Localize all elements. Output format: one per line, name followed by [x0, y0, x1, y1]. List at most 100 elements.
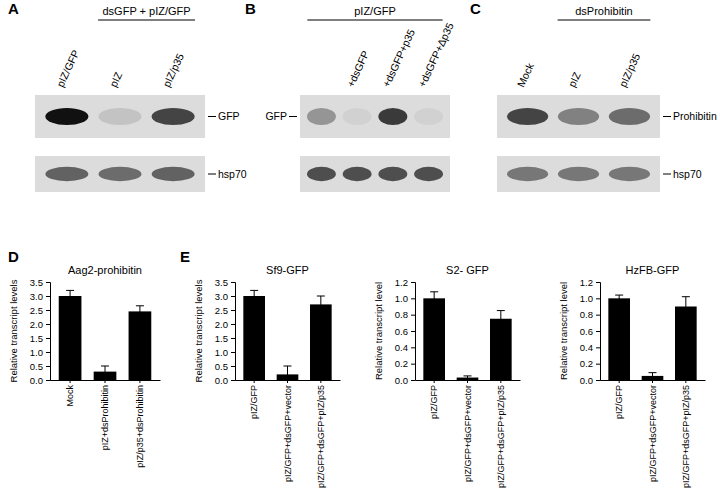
tick: 1.5	[30, 333, 50, 344]
error-stem	[320, 296, 321, 313]
band-label: GFP	[265, 110, 287, 122]
band	[507, 167, 548, 181]
membrane	[497, 95, 660, 138]
error-bar	[284, 366, 292, 380]
tick-mark	[231, 310, 235, 311]
tick-mark	[46, 324, 50, 325]
tick-label: pIZ/GFP+dsGFP+pIZ/p35	[496, 385, 506, 488]
axis-line	[231, 283, 236, 381]
band	[378, 167, 407, 181]
tick: 0.2	[395, 358, 415, 369]
tick-mark	[411, 298, 415, 299]
tick-label: 3.0	[30, 291, 43, 302]
tick-mark	[652, 380, 653, 383]
lane-label: pIZ/p35	[616, 51, 642, 88]
tick: 1.2	[580, 277, 600, 288]
error-cap	[464, 375, 472, 376]
band-label: Prohibitin	[673, 110, 717, 122]
tick: 1.0	[215, 347, 235, 358]
y-axis: 0.00.20.40.60.81.01.2	[395, 277, 416, 386]
tick-mark	[500, 380, 501, 383]
tick-label: 0.8	[580, 309, 593, 320]
tick: 0.0	[215, 375, 235, 386]
tick-label: 1.0	[395, 293, 408, 304]
tick: pIZ/p35+dsProhibitin	[135, 380, 145, 468]
tick: 1.5	[215, 333, 235, 344]
group-label: dsGFP + pIZ/GFP	[102, 5, 190, 17]
tick-label: 0.4	[395, 342, 408, 353]
tick-mark	[596, 282, 600, 283]
tick-mark	[231, 380, 235, 381]
tick-mark	[231, 338, 235, 339]
tick-label: 0.0	[215, 375, 228, 386]
band	[343, 108, 372, 125]
tick: Mock	[65, 380, 75, 407]
membrane	[300, 95, 450, 138]
tick-mark	[231, 366, 235, 367]
error-cap	[250, 290, 258, 291]
tick: 0.0	[30, 375, 50, 386]
band	[45, 167, 88, 181]
band-pointer	[663, 116, 671, 117]
x-axis: pIZ/GFPpIZ/GFP+dsGFP+vectorpIZ/GFP+dsGFP…	[236, 380, 341, 488]
tick-mark	[596, 331, 600, 332]
error-stem	[105, 366, 106, 377]
tick-label: 2.0	[215, 319, 228, 330]
lane-label: pIZ	[565, 69, 583, 88]
tick-mark	[46, 338, 50, 339]
band	[609, 167, 650, 181]
tick-label: pIZ/GFP	[249, 385, 259, 419]
group-line	[98, 19, 195, 20]
band-pointer	[663, 174, 671, 175]
tick-mark	[411, 364, 415, 365]
plot-area	[423, 292, 511, 380]
tick-mark	[596, 364, 600, 365]
tick: pIZ/GFP	[614, 380, 624, 419]
bar	[675, 307, 697, 381]
axis-line	[411, 283, 416, 381]
tick-label: 1.2	[395, 277, 408, 288]
tick-label: pIZ/GFP	[614, 385, 624, 419]
tick-mark	[231, 282, 235, 283]
tick-label: 2.0	[30, 319, 43, 330]
membrane	[35, 95, 205, 138]
error-bar	[464, 376, 472, 379]
tick-mark	[46, 296, 50, 297]
error-bar	[66, 290, 74, 301]
tick: 0.0	[395, 375, 415, 386]
tick: 3.5	[30, 277, 50, 288]
panel-letter: E	[180, 248, 190, 265]
error-cap	[615, 295, 623, 296]
tick-label: 2.5	[30, 305, 43, 316]
group-label: pIZ/GFP	[354, 5, 396, 17]
tick: 3.0	[215, 291, 235, 302]
plot-area	[608, 295, 696, 380]
x-axis: pIZ/GFPpIZ/GFP+dsGFP+vectorpIZ/GFP+dsGFP…	[416, 380, 521, 488]
band-label: hsp70	[673, 168, 702, 180]
lane-label: +dsGFP	[344, 49, 371, 89]
tick: 2.5	[215, 305, 235, 316]
tick-label: Mock	[65, 385, 75, 407]
blot-panel: CMockpIZpIZ/p35dsProhibitinProhibitinhsp…	[470, 0, 717, 192]
tick: 0.8	[395, 309, 415, 320]
tick-mark	[411, 347, 415, 348]
axis-title: Relative transcript level	[558, 282, 569, 380]
tick: 2.0	[215, 319, 235, 330]
band	[98, 167, 141, 181]
tick-label: 0.5	[30, 361, 43, 372]
tick-mark	[596, 298, 600, 299]
panel-letter: D	[8, 248, 19, 265]
bar	[243, 296, 265, 380]
plot-area	[59, 290, 152, 380]
band-label: hsp70	[218, 168, 247, 180]
tick-mark	[254, 380, 255, 383]
bar	[490, 319, 512, 380]
error-stem	[254, 290, 255, 301]
band	[414, 167, 443, 181]
band	[343, 167, 372, 181]
tick-mark	[411, 282, 415, 283]
x-axis: pIZ/GFPpIZ/GFP+dsGFP+vectorpIZ/GFP+dsGFP…	[601, 380, 706, 488]
error-cap	[497, 310, 505, 311]
tick: pIZ/GFP	[249, 380, 259, 419]
tick-mark	[596, 347, 600, 348]
